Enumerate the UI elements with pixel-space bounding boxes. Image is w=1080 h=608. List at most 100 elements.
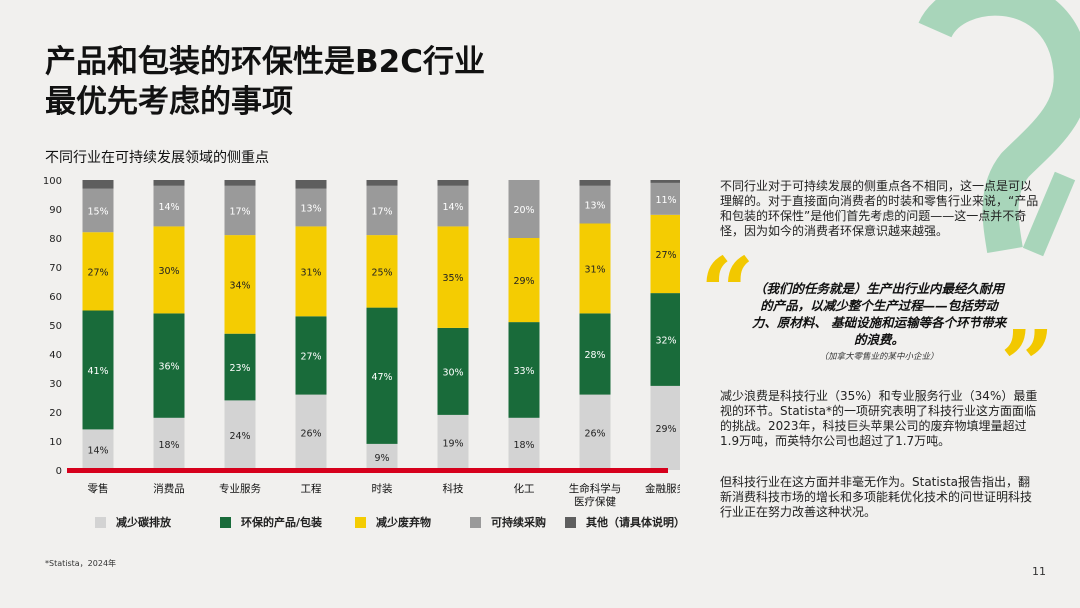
y-tick-label: 80 xyxy=(49,234,62,245)
data-label: 30% xyxy=(158,266,179,277)
data-label: 14% xyxy=(442,202,463,213)
data-label: 47% xyxy=(371,372,392,383)
data-label: 14% xyxy=(87,446,108,457)
legend-label-sourcing: 可持续采购 xyxy=(491,516,546,529)
bar-segment-1 xyxy=(579,394,611,470)
data-label: 23% xyxy=(229,363,250,374)
stacked-bar-chart: 0 10 20 30 40 50 60 70 80 90 100 14% 41% 27% 15% 零售 18% 3… xyxy=(43,176,680,508)
data-label: 13% xyxy=(300,204,321,215)
x-axis-baseline xyxy=(67,468,668,473)
data-label: 30% xyxy=(442,367,463,378)
data-label: 17% xyxy=(229,206,250,217)
legend-swatch-packaging xyxy=(220,516,231,528)
title-line-2: 最优先考虑的事项 xyxy=(45,84,293,120)
y-tick-label: 30 xyxy=(49,379,62,390)
bar-segment-3 xyxy=(295,226,327,317)
legend-item-other: 其他（请具体说明） xyxy=(565,514,685,530)
y-tick-label: 70 xyxy=(49,263,62,274)
data-label: 18% xyxy=(158,440,179,451)
close-quote-icon: ” xyxy=(1000,310,1055,421)
bar-segment-4 xyxy=(153,185,185,227)
bar-segment-1 xyxy=(224,400,256,470)
bar-segment-1 xyxy=(295,394,327,470)
legend-item-packaging: 环保的产品/包装 xyxy=(220,514,322,530)
bar-segment-1 xyxy=(437,414,469,470)
bar-segment-3 xyxy=(82,232,114,311)
bar-segment-4 xyxy=(579,185,611,224)
x-tick-label: 医疗保健 xyxy=(574,495,616,508)
bar-segment-5 xyxy=(579,180,611,186)
y-tick-label: 50 xyxy=(49,321,62,332)
bar-segment-5 xyxy=(437,180,469,186)
data-label: 11% xyxy=(655,195,676,206)
legend-swatch-sourcing xyxy=(470,516,481,528)
page-number: 11 xyxy=(1032,565,1046,578)
legend-item-carbon: 减少碳排放 xyxy=(95,514,171,530)
data-label: 13% xyxy=(584,201,605,212)
data-label: 25% xyxy=(371,267,392,278)
bar-segment-4 xyxy=(295,188,327,227)
bar-segment-2 xyxy=(366,307,398,444)
bar-segment-4 xyxy=(366,185,398,236)
data-label: 17% xyxy=(371,206,392,217)
intro-paragraph: 不同行业对于可持续发展的侧重点各不相同，这一点是可以理解的。对于直接面向消费者的… xyxy=(720,179,1039,238)
data-label: 9% xyxy=(374,453,389,464)
bar-segment-4 xyxy=(437,185,469,227)
y-tick-label: 40 xyxy=(49,350,62,361)
data-label: 24% xyxy=(229,431,250,442)
data-label: 28% xyxy=(584,350,605,361)
data-label: 26% xyxy=(300,428,321,439)
y-tick-label: 20 xyxy=(49,408,62,419)
data-label: 18% xyxy=(513,440,534,451)
bar-segment-3 xyxy=(508,238,540,323)
legend-label-waste: 减少废弃物 xyxy=(376,516,431,529)
legend-item-sourcing: 可持续采购 xyxy=(470,514,546,530)
bar-segment-2 xyxy=(508,322,540,418)
data-label: 27% xyxy=(87,267,108,278)
x-tick-label: 生命科学与 xyxy=(569,482,622,495)
bar-segment-1 xyxy=(82,429,114,470)
chart-title: 不同行业在可持续发展领域的侧重点 xyxy=(45,150,269,166)
bar-segment-3 xyxy=(579,223,611,314)
page-title: 产品和包装的环保性是B2C行业 最优先考虑的事项 xyxy=(45,42,485,122)
quote-source: （加拿大零售业的某中小企业） xyxy=(819,352,939,362)
bar-segment-1 xyxy=(153,417,185,470)
y-tick-label: 90 xyxy=(49,205,62,216)
bar-segment-4 xyxy=(224,185,256,236)
y-tick-label: 0 xyxy=(56,466,62,477)
bar-segment-2 xyxy=(579,313,611,395)
bar-segment-2 xyxy=(82,310,114,430)
tech-paragraph: 但科技行业在这方面并非毫无作为。Statista报告指出，翻新消费科技市场的增长… xyxy=(720,475,1033,519)
x-tick-label: 化工 xyxy=(514,482,535,495)
x-tick-label: 消费品 xyxy=(153,482,185,495)
data-label: 36% xyxy=(158,362,179,373)
y-tick-label: 10 xyxy=(49,437,62,448)
bar-segment-5 xyxy=(650,180,680,183)
decorative-question-mark xyxy=(918,0,1080,257)
bar-segment-2 xyxy=(295,316,327,395)
bar-segment-3 xyxy=(224,235,256,334)
data-label: 27% xyxy=(300,351,321,362)
footnote: *Statista，2024年 xyxy=(45,559,117,568)
bar-segment-5 xyxy=(295,180,327,189)
bar-segment-2 xyxy=(650,293,680,386)
bar-segment-3 xyxy=(366,235,398,308)
data-label: 27% xyxy=(655,250,676,261)
x-tick-label: 科技 xyxy=(443,482,464,495)
y-tick-label: 60 xyxy=(49,292,62,303)
legend-swatch-carbon xyxy=(95,516,106,528)
data-label: 29% xyxy=(655,424,676,435)
data-label: 19% xyxy=(442,438,463,449)
bar-segment-3 xyxy=(650,214,680,294)
data-label: 31% xyxy=(584,264,605,275)
quote-text: （我们的任务就是）生产出行业内最经久耐用的产品，以减少整个生产过程——包括劳动力… xyxy=(751,281,1007,347)
bar-segment-4 xyxy=(650,182,680,215)
bar-segment-5 xyxy=(366,180,398,186)
bar-segment-3 xyxy=(153,226,185,314)
data-label: 26% xyxy=(584,428,605,439)
legend-swatch-other xyxy=(565,516,576,528)
data-label: 35% xyxy=(442,273,463,284)
bar-segment-5 xyxy=(82,180,114,189)
bar-segment-5 xyxy=(153,180,185,186)
bar-segment-1 xyxy=(508,417,540,470)
